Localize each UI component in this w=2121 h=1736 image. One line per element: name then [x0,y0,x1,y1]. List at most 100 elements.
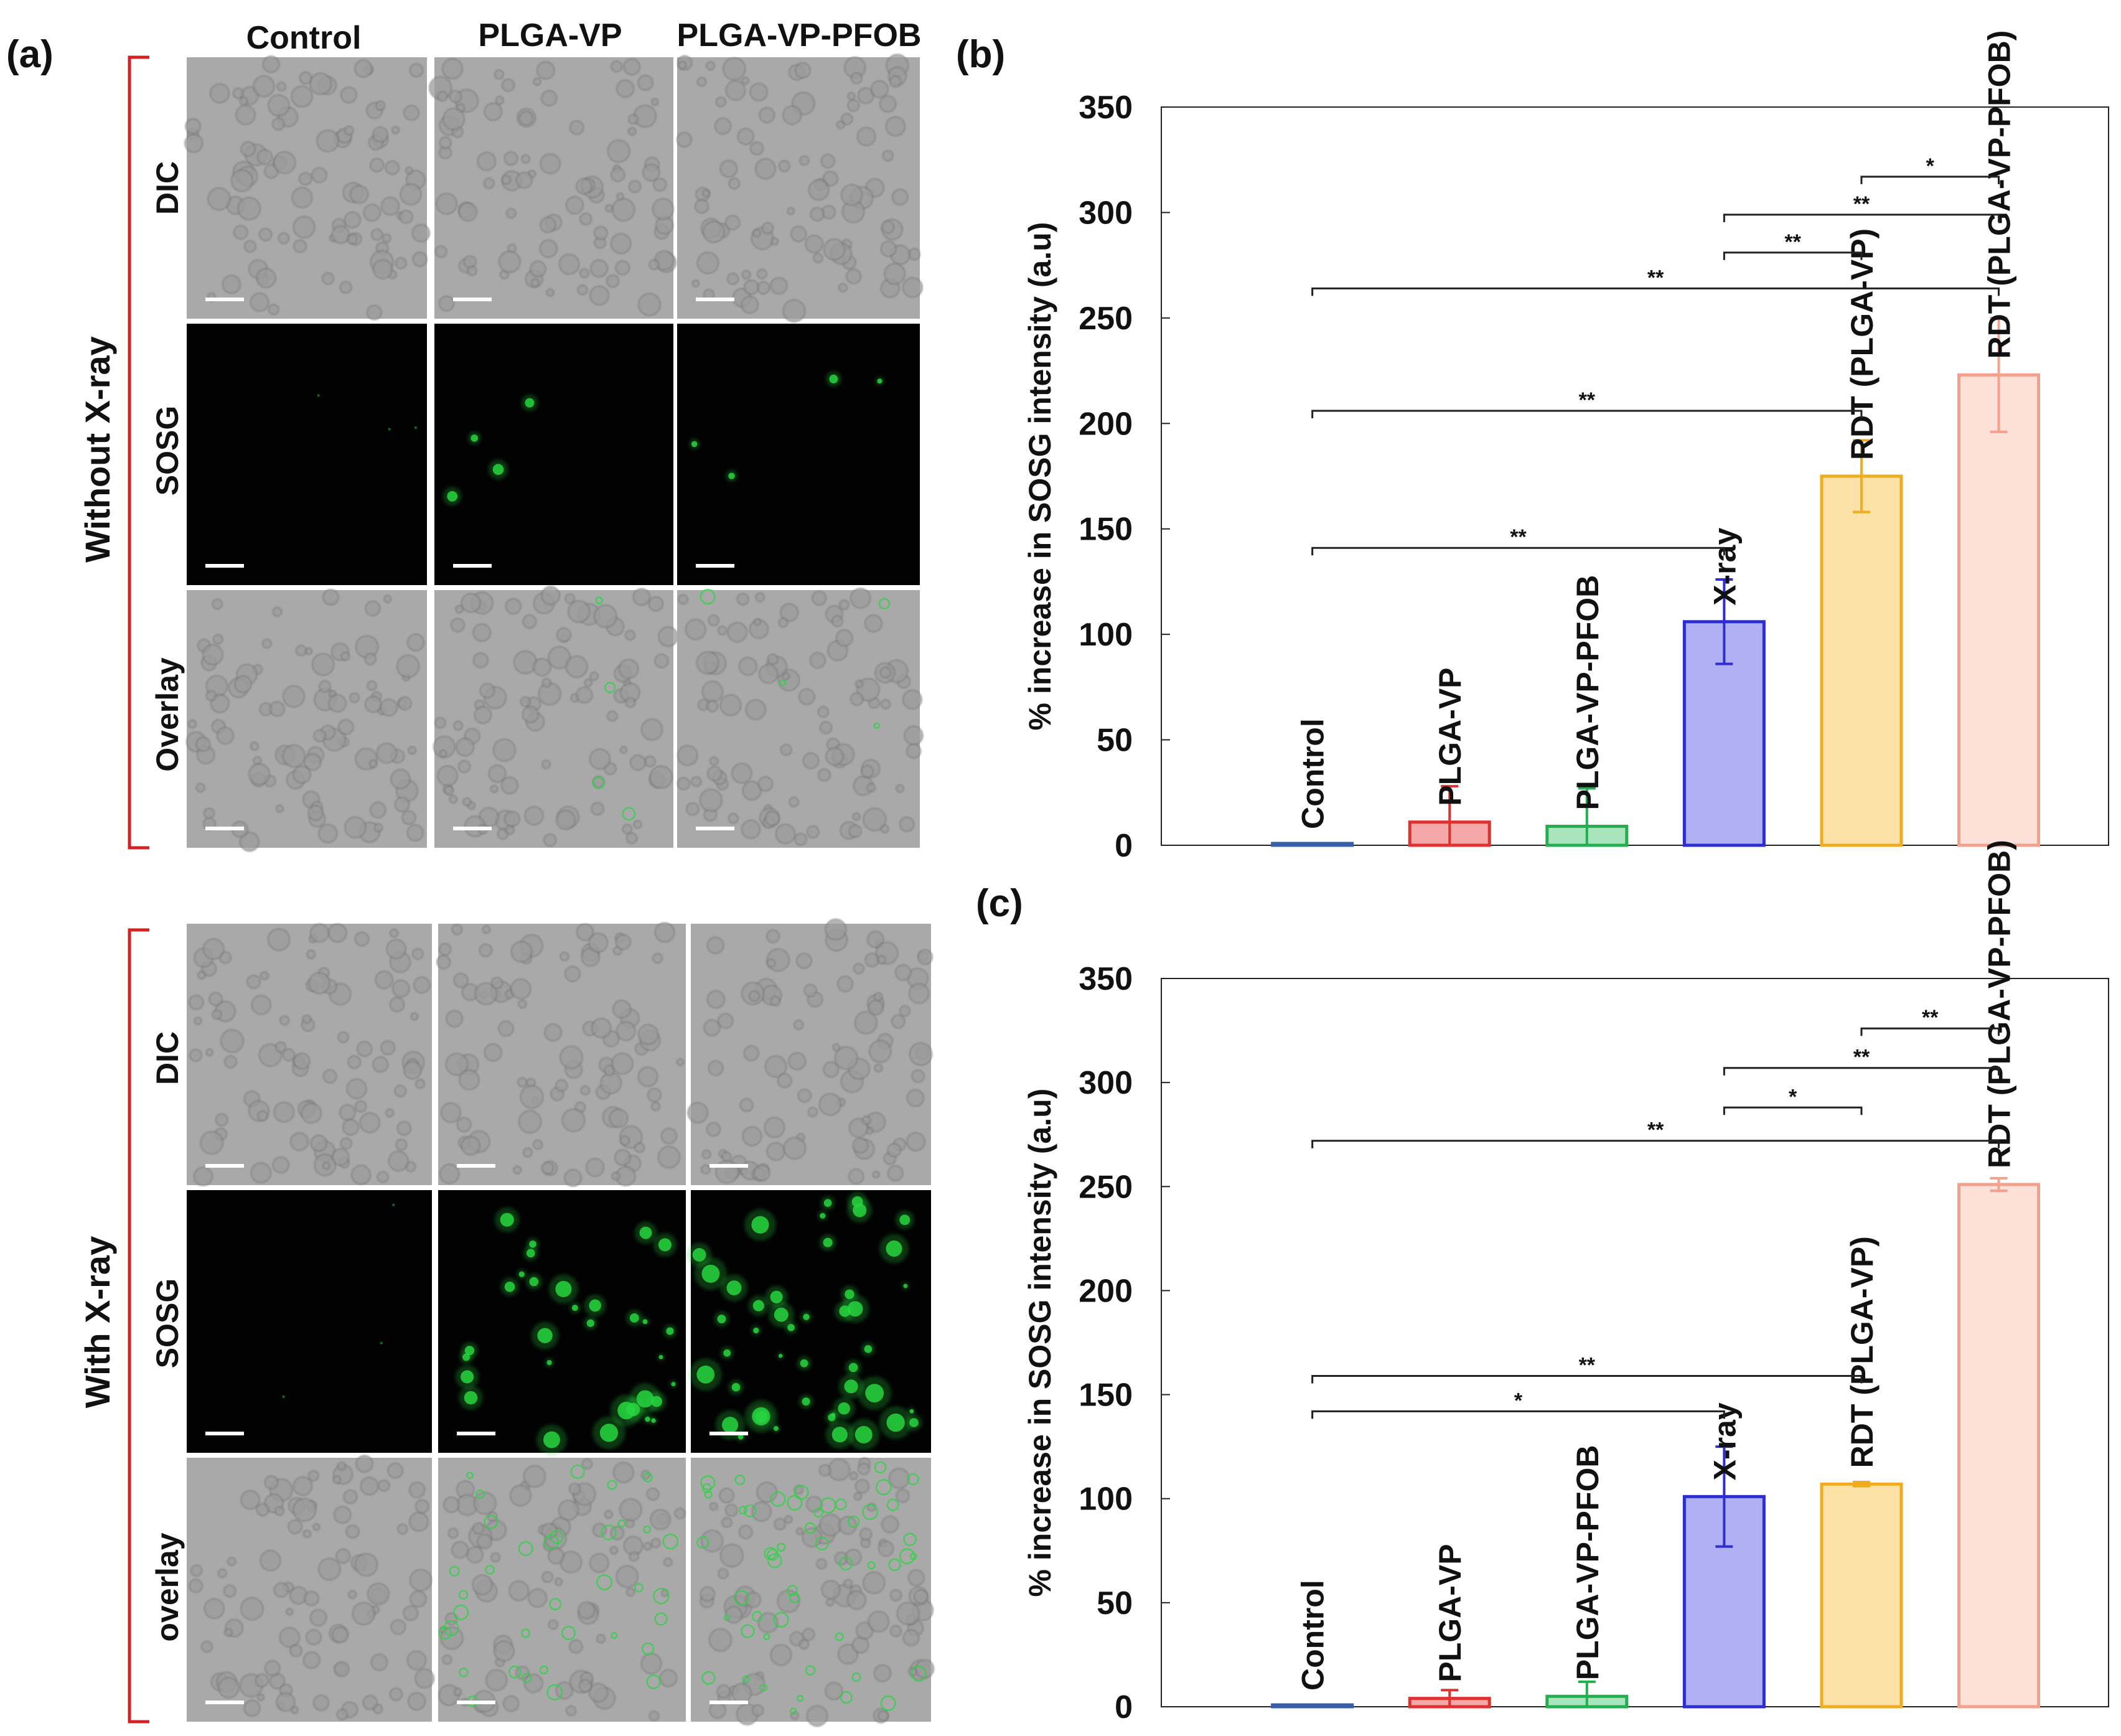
cell [861,765,874,778]
cell [719,694,742,716]
fluorescent-spot [471,434,478,442]
cell [606,274,619,288]
cell [819,721,832,734]
cell [823,238,845,261]
cell [222,274,241,294]
dic-background [187,590,427,848]
cell [709,1702,726,1719]
fluorescent-spot [651,1396,662,1407]
significance-bracket [1723,1106,1863,1115]
cell [269,701,285,717]
panel-label-c: (c) [976,882,1023,925]
micrograph-top-overlay-0 [186,589,427,852]
cell [765,811,780,826]
cell [202,644,223,665]
cell [439,749,447,758]
cell [796,1527,803,1535]
cell [207,187,231,210]
fluorescent-spot [586,1319,594,1327]
cell [510,1485,531,1506]
row-label-bottom-sosg: SOSG [150,1279,185,1368]
cell [453,973,469,988]
cell [904,726,924,746]
cell [708,1060,724,1076]
scale-bar [709,1432,748,1435]
panel-label-b: (b) [956,33,1005,76]
significance-bracket [1723,1067,2000,1076]
cell [728,177,740,190]
cell [355,1455,373,1473]
cell [777,1590,800,1613]
overlay-fluorescent-cell [546,1684,563,1701]
cell [677,745,698,766]
significance-label: ** [1853,192,1870,216]
scale-bar [457,1701,495,1704]
cell [335,1549,351,1564]
overlay-fluorescent-cell [549,1598,562,1611]
cell [349,692,360,703]
cell [759,664,779,684]
cell [721,1517,733,1528]
cell [806,1496,823,1513]
cell [403,1061,422,1079]
cell [778,617,789,628]
cell [644,1542,652,1551]
row-label-bottom-dic: DIC [150,1031,185,1085]
cell [678,61,686,70]
cell [505,825,515,835]
fluorescent-spot [820,1213,826,1219]
cell [302,1529,312,1538]
cell [731,762,752,784]
cell [291,187,313,209]
cell [454,1687,462,1696]
cell [831,615,843,627]
cell [437,91,448,102]
cell [701,1150,711,1159]
cell [651,1102,660,1111]
cell [630,754,646,771]
cell [517,1077,528,1087]
cell [629,1551,639,1562]
cell [586,1158,604,1177]
cell [770,1644,792,1666]
cell [696,251,719,274]
y-tick-label: 0 [1115,1689,1133,1725]
cell [205,690,217,701]
cell [782,105,802,125]
cell [530,261,546,278]
cell [276,1692,296,1712]
cell [745,699,766,720]
overlay-fluorescent-cell [438,1626,452,1640]
overlay-fluorescent-cell [643,1525,652,1534]
cell [375,970,393,989]
cell [782,672,790,680]
cell [757,1612,779,1633]
cell [383,594,392,603]
cell [787,207,795,215]
cell [725,1504,738,1517]
cell [194,1017,202,1025]
fluorescent-spot [537,1328,553,1343]
cell [479,683,495,698]
cell [210,83,230,103]
micrograph-bottom-dic-2 [687,918,933,1185]
bar [1957,1183,2041,1709]
cell [493,738,516,762]
cell [291,85,313,108]
cell [874,1664,891,1682]
overlay-fluorescent-cell [696,1536,709,1549]
cell [244,240,256,253]
cell [212,1010,222,1020]
cell [399,210,413,224]
cell [611,233,632,254]
significance-label: ** [1579,1353,1596,1377]
cell [739,1525,753,1539]
cell [896,1602,920,1625]
cell [265,1660,281,1676]
cell [394,797,410,812]
cell [607,710,618,721]
cell [474,1491,497,1515]
cell [253,756,262,765]
micrograph-top-overlay-2 [677,588,924,848]
cell [661,1128,677,1145]
